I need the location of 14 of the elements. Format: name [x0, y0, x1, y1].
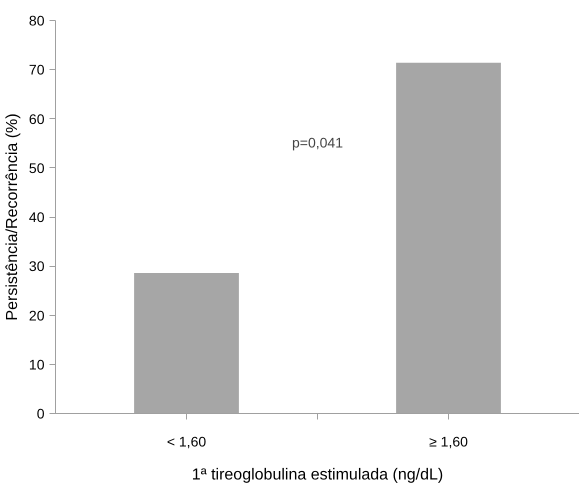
x-tick-label: < 1,60 [166, 434, 206, 450]
y-tick-label: 40 [28, 209, 45, 225]
y-tick-label: 10 [28, 356, 45, 372]
y-tick-label: 30 [28, 258, 45, 274]
y-tick-label: 80 [28, 12, 45, 28]
y-tick-label: 0 [36, 406, 45, 422]
annotation: p=0,041 [292, 134, 344, 150]
y-tick-label: 60 [28, 110, 45, 127]
x-tick-label: ≥ 1,60 [429, 434, 468, 450]
y-tick-label: 20 [28, 307, 45, 324]
y-tick-label: 50 [28, 160, 45, 176]
y-axis-title: Persistência/Recorrência (%) [4, 113, 21, 321]
y-tick-label: 70 [28, 62, 45, 78]
x-axis-title: 1ª tireoglobulina estimulada (ng/dL) [192, 466, 444, 484]
